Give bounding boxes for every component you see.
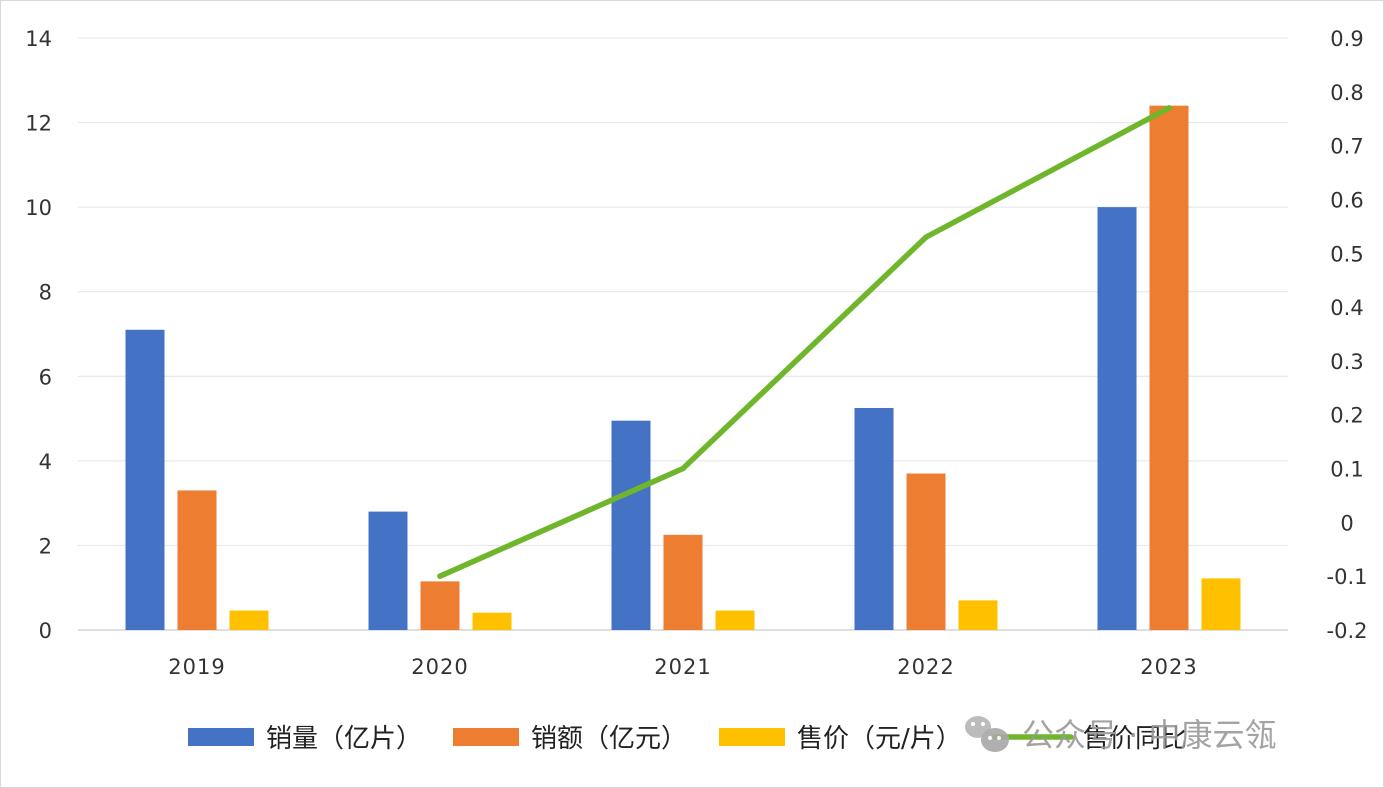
y-left-tick-label: 2 xyxy=(39,534,52,558)
legend-label: 销量（亿片） xyxy=(266,724,422,754)
x-tick-label: 2020 xyxy=(411,655,468,679)
y-right-tick-label: -0.2 xyxy=(1327,619,1368,643)
watermark-text: 公众号 · 中康云瓴 xyxy=(1022,716,1277,754)
y-right-tick-label: 0.7 xyxy=(1330,135,1363,159)
watermark: 公众号 · 中康云瓴 xyxy=(965,716,1277,754)
gridlines xyxy=(78,37,1288,631)
y-left-tick-label: 6 xyxy=(39,365,52,389)
y-right-tick-label: 0.6 xyxy=(1330,188,1363,212)
y-right-tick-label: 0 xyxy=(1340,511,1353,535)
x-tick-label: 2023 xyxy=(1140,655,1197,679)
line-point xyxy=(680,465,686,472)
bars xyxy=(125,105,1241,630)
line-point xyxy=(923,234,929,240)
y-right-tick-label: 0.9 xyxy=(1330,27,1363,51)
y-left-tick-label: 14 xyxy=(25,27,52,51)
bar-3-2023 xyxy=(1201,578,1241,630)
y-right-tick-label: 0.2 xyxy=(1330,404,1363,428)
legend-swatch xyxy=(453,728,519,746)
bar-2-2019 xyxy=(177,490,217,630)
bar-1-2019 xyxy=(125,329,165,630)
y-left-tick-label: 4 xyxy=(39,450,52,474)
bar-1-2020 xyxy=(368,511,408,630)
bar-1-2023 xyxy=(1097,207,1137,630)
x-tick-label: 2021 xyxy=(654,655,711,679)
line-yoy-price xyxy=(437,105,1172,579)
y-left-tick-label: 10 xyxy=(25,196,52,220)
y-right-tick-label: 0.3 xyxy=(1330,350,1363,374)
bar-1-2021 xyxy=(611,420,651,630)
bar-2-2022 xyxy=(906,473,946,630)
legend-label: 销额（亿元） xyxy=(531,724,687,754)
line-point xyxy=(1166,105,1172,111)
x-tick-label: 2022 xyxy=(897,655,954,679)
y-left-tick-label: 12 xyxy=(25,112,52,136)
line-point xyxy=(437,573,443,579)
bar-1-2022 xyxy=(854,408,894,630)
y-right-tick-label: 0.4 xyxy=(1330,296,1363,320)
bar-2-2023 xyxy=(1149,105,1189,630)
y-right-tick-label: 0.1 xyxy=(1330,458,1363,482)
bar-3-2021 xyxy=(715,610,755,630)
line-series xyxy=(437,105,1172,579)
legend-label: 售价同比 xyxy=(1083,724,1187,754)
x-tick-label: 2019 xyxy=(168,655,225,679)
y-right-tick-label: 0.5 xyxy=(1330,242,1363,266)
y-right-tick-label: 0.8 xyxy=(1330,81,1363,105)
legend-swatch xyxy=(719,728,785,746)
y-right-tick-label: -0.1 xyxy=(1327,565,1368,589)
bar-3-2022 xyxy=(958,600,998,630)
bar-2-2020 xyxy=(420,581,460,630)
y-left-tick-label: 8 xyxy=(39,281,52,305)
bar-2-2021 xyxy=(663,534,703,630)
legend-swatch xyxy=(188,728,254,746)
bar-3-2019 xyxy=(229,610,269,630)
axes: 0 2 4 6 8 10 12 14 -0.2 -0.1 0 0.1 0.2 0.3 0.4 0.5 0.6 0.… xyxy=(25,27,1367,679)
wechat-icon xyxy=(965,716,1009,752)
bar-3-2020 xyxy=(472,612,512,630)
y-left-tick-label: 0 xyxy=(39,619,52,643)
legend-label: 售价（元/片） xyxy=(797,724,962,754)
